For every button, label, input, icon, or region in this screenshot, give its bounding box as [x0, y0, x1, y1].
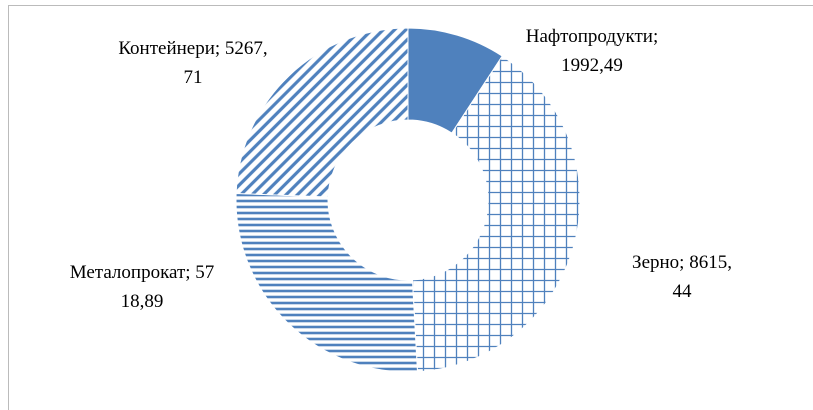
label-category: Металопрокат	[69, 262, 186, 283]
label-value: 8615,44	[672, 252, 732, 302]
label-category: Нафтопродукти	[525, 26, 653, 47]
donut-segment	[235, 27, 409, 198]
label-separator: ;	[185, 262, 196, 283]
data-label-text: Нафтопродукти; 1992,49	[522, 22, 662, 80]
data-label: Металопрокат; 5718,89	[68, 258, 216, 316]
data-label: Контейнери; 5267,71	[118, 34, 268, 92]
donut-segment	[235, 192, 418, 373]
data-label-text: Контейнери; 5267,71	[118, 34, 268, 92]
label-value: 5267,71	[183, 38, 268, 88]
label-value: 1992,49	[561, 55, 623, 76]
data-label-text: Металопрокат; 5718,89	[68, 258, 216, 316]
label-value: 5718,89	[120, 262, 215, 312]
label-separator: ;	[214, 38, 225, 59]
label-separator: ;	[679, 252, 690, 273]
label-category: Зерно	[632, 252, 680, 273]
label-separator: ;	[652, 26, 659, 47]
chart-frame	[8, 5, 813, 410]
data-label-text: Зерно; 8615,44	[632, 248, 732, 306]
data-label: Нафтопродукти; 1992,49	[522, 22, 662, 80]
donut-segment	[411, 55, 581, 373]
label-category: Контейнери	[118, 38, 215, 59]
data-label: Зерно; 8615,44	[632, 248, 732, 306]
